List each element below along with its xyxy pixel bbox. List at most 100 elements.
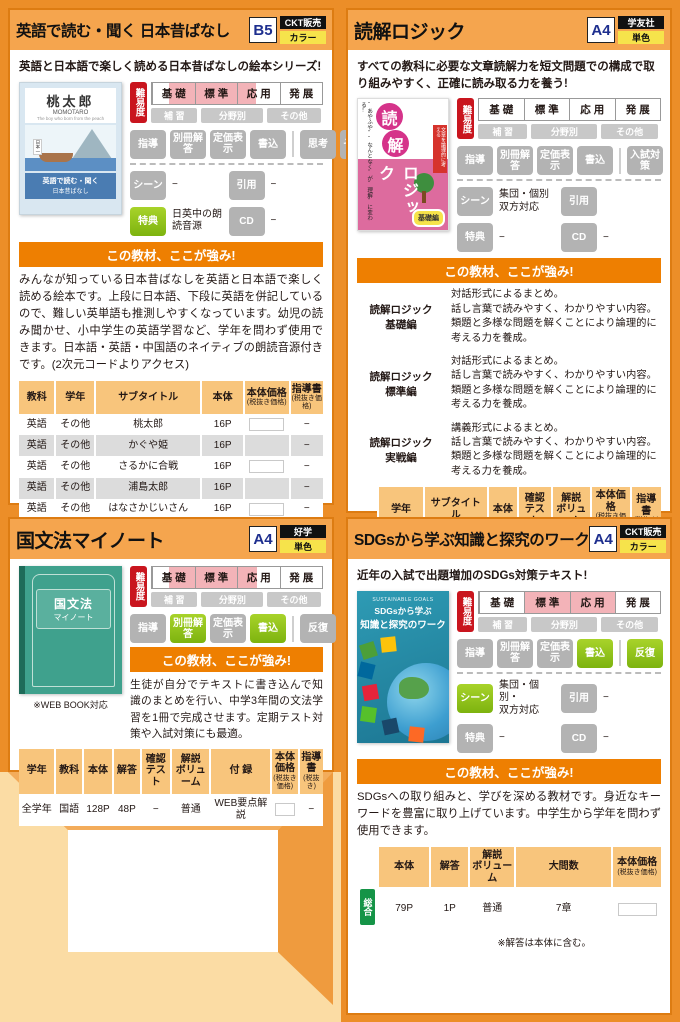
cover-title-line1: SDGsから学ぶ — [374, 605, 432, 616]
cell-guide: − — [297, 793, 323, 826]
cover-vertical-title: ロジック — [376, 165, 417, 217]
strength-header: この教材、ここが強み! — [19, 241, 323, 267]
tag-hanpuku: 反復 — [627, 638, 663, 668]
level-kiso: 基 礎 — [152, 567, 195, 588]
cell-guide: − — [288, 456, 323, 478]
vendor-badge: 学友社 — [618, 16, 664, 29]
strength-text: 生徒が自分でテキストに書き込んで知識のまとめを行い、中学3年間の文法学習を1冊で… — [130, 679, 323, 741]
cell-hontai: 128P — [81, 793, 114, 826]
table-row: 総合 79P 1P 普通 7章 — [357, 887, 661, 932]
panel-sdgs: SDGsから学ぶ知識と探究のワーク A4 CKT販売 カラー 近年の入試で出題増… — [346, 517, 672, 1015]
scene-value: 集団・個別・ 双方対応 — [499, 679, 539, 716]
flag-label: 日本一 — [33, 138, 42, 155]
cell-subtitle: さるかに合戦 — [93, 456, 202, 478]
cell-price — [242, 435, 290, 457]
price-box — [249, 418, 285, 432]
tag-bessatsu-kaito: 別冊解答 — [170, 614, 206, 643]
difficulty-tab: 難易度 — [130, 81, 147, 123]
level-oyo: 応 用 — [237, 82, 280, 104]
tag-inyo: 引用 — [561, 683, 597, 713]
cell-price — [242, 498, 290, 520]
tree-shape — [414, 173, 434, 194]
panel-title: 英語で読む・聞く 日本昔ばなし — [16, 23, 230, 40]
edition-description: 対話形式によるまとめ。 話し言葉で読みやすく、わかりやすい内容。 類題と多様な問… — [451, 289, 657, 344]
cell-gakunen: 全学年 — [21, 803, 52, 815]
footnote: ※解答は本体に含む。 — [497, 938, 591, 950]
table-row: 全学年 国語 128P 48P − 普通 WEB要点解説 − — [19, 793, 323, 826]
cover-series-line2: 日本昔ばなし — [52, 188, 89, 195]
cell-guide: − — [288, 498, 323, 520]
sdg-tile — [357, 661, 376, 680]
tokuten-value: − — [499, 231, 505, 243]
cd-value: − — [603, 732, 609, 744]
tag-separator — [619, 640, 621, 667]
sublevel-sonota: その他 — [601, 616, 658, 632]
dashed-divider — [457, 179, 661, 182]
tag-inyo: 引用 — [228, 170, 265, 200]
tag-separator — [619, 147, 621, 174]
sdg-tile — [380, 635, 397, 653]
col-guide: 指導書(税抜き) — [297, 748, 323, 794]
cell-kyoka: 英語 — [26, 482, 47, 494]
strength-header: この教材、ここが強み! — [357, 258, 661, 284]
table-row: 英語 その他 桃太郎 16P − — [19, 414, 323, 436]
tokuten-value: 日英中の朗読音源 — [172, 208, 222, 233]
col-kyoka: 教科 — [19, 380, 56, 415]
difficulty-scale: 基 礎 標 準 応 用 発 展 — [151, 566, 323, 589]
level-hatten: 発 展 — [279, 82, 323, 104]
cover-tagline: The boy who born from the peach — [36, 115, 105, 121]
cell-gakunen: その他 — [54, 498, 95, 520]
format-badges: B5 CKT販売 カラー — [249, 16, 326, 44]
product-table: 本体 解答 解説 ボリューム 大問数 本体価格 (税抜き価格) 総合 79P 1P… — [357, 846, 661, 932]
tag-bessatsu-kaito: 別冊解答 — [497, 146, 533, 176]
tag-tokuten: 特典 — [457, 223, 493, 253]
panel-title: 国文法マイノート — [16, 530, 165, 552]
level-kiso: 基 礎 — [152, 82, 195, 104]
price-box — [249, 502, 285, 516]
price-box — [275, 803, 295, 817]
sogo-badge: 総合 — [359, 889, 375, 926]
difficulty-tab: 難易度 — [457, 590, 474, 632]
level-kiso: 基 礎 — [479, 591, 524, 613]
difficulty-scale: 基 礎 標 準 応 用 発 展 — [478, 590, 661, 614]
tag-kakikomi: 書込 — [577, 638, 613, 668]
cell-furoku: WEB要点解説 — [209, 793, 272, 826]
format-badges: A4 好学 単色 — [249, 525, 326, 553]
panel-titlebar: 読解ロジック A4 学友社 単色 — [348, 10, 670, 50]
vendor-badge: CKT販売 — [620, 525, 667, 538]
cell-hontai: 16P — [200, 498, 244, 520]
cell-guide: − — [288, 414, 323, 436]
format-badge: A4 — [249, 526, 277, 552]
edition-name: 読解ロジック 実戦編 — [369, 437, 433, 465]
inyo-value: − — [270, 178, 277, 190]
tag-tokuten: 特典 — [130, 206, 166, 236]
tag-teika-hyoji: 定価表示 — [210, 614, 246, 643]
tag-cd: CD — [561, 724, 597, 754]
cell-hontai: 16P — [200, 456, 244, 478]
sublevel-sonota: その他 — [267, 107, 321, 123]
sdg-tile — [408, 725, 425, 743]
cell-gakunen: その他 — [54, 435, 95, 457]
col-kakunin-test: 確認 テスト — [139, 748, 171, 794]
sublevel-bunyabetsu: 分野別 — [531, 616, 598, 632]
tag-kakikomi: 書込 — [250, 129, 286, 159]
cover-illustration: 日本一 — [25, 124, 116, 171]
tokuten-value: − — [499, 732, 505, 744]
mountain-shape — [72, 128, 112, 159]
col-kyoka: 教科 — [54, 748, 83, 794]
col-guide: 指導書 (税抜き価格) — [288, 380, 323, 415]
cover-circle-kai: 解 — [382, 130, 409, 158]
cover-title: 桃太郎 — [46, 93, 95, 109]
tree-trunk-shape — [422, 191, 426, 204]
cell-hontai: 79P — [377, 887, 430, 932]
cell-kaisetsu: 普通 — [468, 887, 516, 932]
sdg-tile — [361, 683, 380, 701]
difficulty-highlight — [169, 82, 256, 104]
col-gakunen: 学年 — [54, 380, 95, 415]
col-hontai: 本体 — [377, 846, 430, 888]
cell-kaisetsu: 普通 — [169, 793, 211, 826]
scene-value: − — [172, 178, 178, 190]
col-hontai: 本体 — [200, 380, 244, 415]
format-badge: A4 — [587, 17, 615, 43]
